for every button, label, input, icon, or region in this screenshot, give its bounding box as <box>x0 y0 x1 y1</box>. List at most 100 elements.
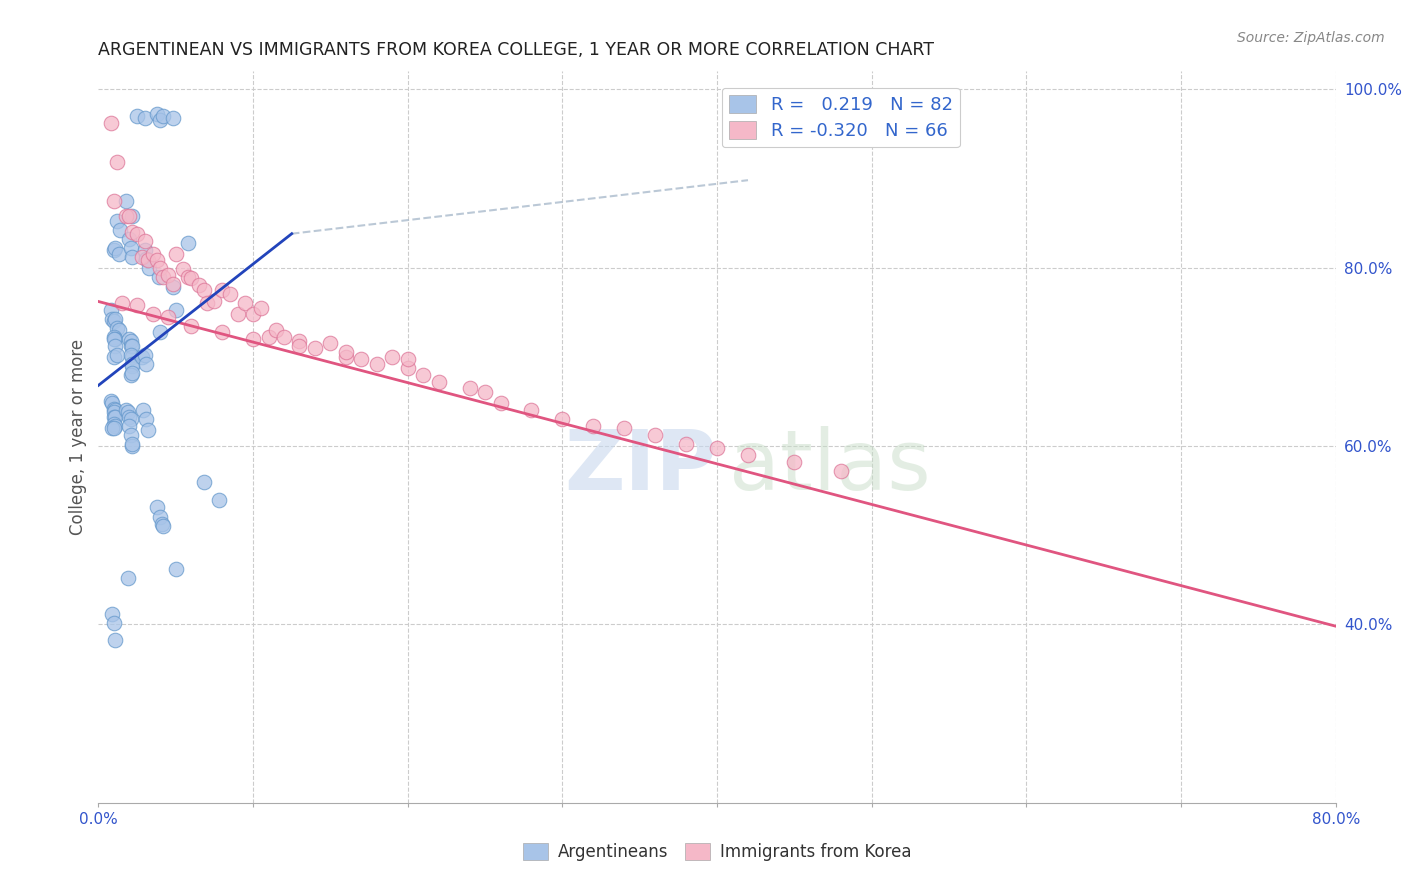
Point <box>157 310 180 324</box>
Point <box>121 357 143 371</box>
Point <box>396 351 419 366</box>
Point <box>474 385 496 400</box>
Point <box>136 423 159 437</box>
Point <box>121 350 143 364</box>
Point <box>115 194 138 208</box>
Point <box>121 437 143 451</box>
Point <box>104 410 127 425</box>
Point <box>149 113 172 128</box>
Point <box>121 250 143 264</box>
Point <box>193 283 215 297</box>
Point <box>121 225 143 239</box>
Point <box>458 381 481 395</box>
Point <box>288 339 311 353</box>
Point <box>319 336 342 351</box>
Point <box>101 312 124 326</box>
Point <box>737 448 759 462</box>
Point <box>830 464 852 478</box>
Point <box>103 194 125 208</box>
Point <box>100 116 122 130</box>
Point <box>675 437 697 451</box>
Point <box>103 421 125 435</box>
Point <box>103 615 125 630</box>
Point <box>104 633 127 648</box>
Point <box>195 296 218 310</box>
Point <box>121 439 143 453</box>
Point <box>208 492 231 507</box>
Point <box>100 303 122 318</box>
Point <box>142 307 165 321</box>
Point <box>104 419 127 434</box>
Point <box>644 428 666 442</box>
Point <box>120 368 142 382</box>
Point <box>104 312 127 326</box>
Point <box>146 500 169 514</box>
Point <box>146 253 169 268</box>
Point <box>520 403 543 417</box>
Text: atlas: atlas <box>730 425 931 507</box>
Point <box>105 155 128 169</box>
Point <box>149 510 172 524</box>
Point <box>152 109 174 123</box>
Point <box>211 325 233 339</box>
Point <box>582 419 605 434</box>
Point <box>250 301 273 315</box>
Point <box>219 287 242 301</box>
Point <box>157 268 180 282</box>
Point <box>173 262 195 277</box>
Point <box>142 247 165 261</box>
Point <box>162 111 184 125</box>
Point <box>551 412 574 426</box>
Point <box>120 348 142 362</box>
Point <box>138 260 160 275</box>
Point <box>381 350 404 364</box>
Point <box>288 334 311 348</box>
Point <box>783 455 806 469</box>
Point <box>613 421 636 435</box>
Point <box>134 111 156 125</box>
Point <box>104 332 127 346</box>
Point <box>273 330 295 344</box>
Point <box>117 405 139 419</box>
Point <box>120 241 142 255</box>
Point <box>120 339 142 353</box>
Point <box>180 318 202 333</box>
Legend: Argentineans, Immigrants from Korea: Argentineans, Immigrants from Korea <box>516 836 918 868</box>
Point <box>193 475 215 489</box>
Point <box>150 517 173 532</box>
Point <box>131 350 153 364</box>
Point <box>105 321 128 335</box>
Point <box>427 375 450 389</box>
Point <box>120 412 142 426</box>
Point <box>149 325 172 339</box>
Point <box>111 296 134 310</box>
Point <box>162 277 184 291</box>
Point <box>120 428 142 442</box>
Point <box>162 280 184 294</box>
Text: Source: ZipAtlas.com: Source: ZipAtlas.com <box>1237 31 1385 45</box>
Point <box>211 283 233 297</box>
Point <box>132 403 155 417</box>
Point <box>121 366 143 380</box>
Point <box>165 303 187 318</box>
Point <box>105 348 128 362</box>
Point <box>103 410 125 425</box>
Point <box>152 519 174 533</box>
Point <box>105 214 128 228</box>
Point <box>165 247 187 261</box>
Point <box>103 417 125 431</box>
Point <box>104 241 127 255</box>
Point <box>235 296 257 310</box>
Point <box>304 341 326 355</box>
Point <box>127 109 149 123</box>
Point <box>127 298 149 312</box>
Point <box>121 339 143 353</box>
Point <box>366 357 388 371</box>
Point <box>103 350 125 364</box>
Point <box>121 209 143 223</box>
Point <box>107 323 129 337</box>
Point <box>242 307 264 321</box>
Point <box>146 107 169 121</box>
Point <box>117 571 139 585</box>
Point <box>120 334 142 348</box>
